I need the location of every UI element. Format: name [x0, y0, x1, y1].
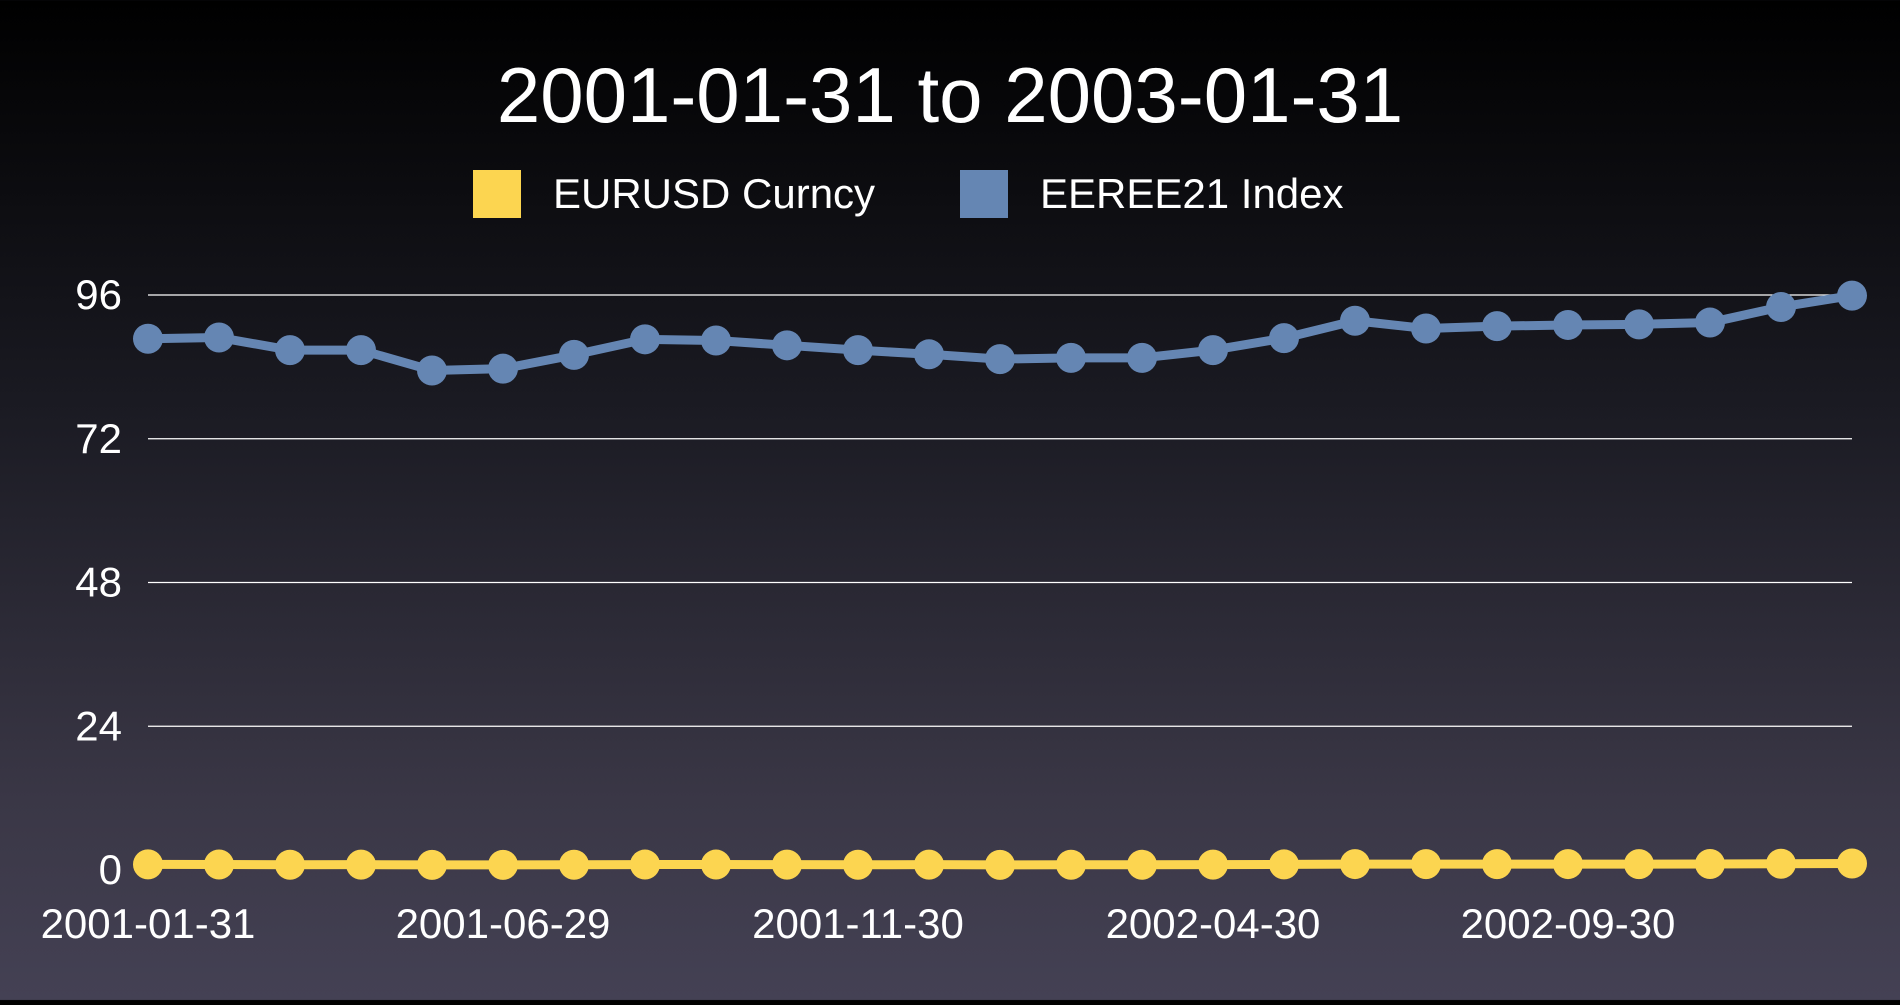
data-point: [630, 849, 660, 880]
data-point: [488, 849, 518, 880]
data-point: [1766, 291, 1796, 322]
data-point: [630, 324, 660, 355]
data-point: [1411, 313, 1441, 344]
data-point: [1553, 309, 1583, 340]
legend-label: EURUSD Curncy: [553, 170, 875, 217]
y-tick-label: 0: [99, 846, 122, 893]
series-layer: [133, 280, 1867, 880]
data-point: [1482, 849, 1512, 880]
legend-swatch: [473, 170, 521, 218]
chart-title: 2001-01-31 to 2003-01-31: [497, 51, 1403, 139]
data-point: [701, 325, 731, 356]
y-tick-label: 24: [75, 702, 122, 749]
data-point: [985, 849, 1015, 880]
series-group: [133, 848, 1867, 880]
data-point: [417, 849, 447, 880]
data-point: [1056, 849, 1086, 880]
data-point: [133, 323, 163, 354]
data-point: [985, 344, 1015, 375]
legend-label: EEREE21 Index: [1040, 170, 1344, 217]
data-point: [204, 322, 234, 353]
data-point: [1198, 335, 1228, 366]
data-point: [1340, 849, 1370, 880]
data-point: [1766, 848, 1796, 879]
data-point: [488, 353, 518, 384]
gridlines: [148, 294, 1852, 727]
y-tick-label: 96: [75, 271, 122, 318]
x-tick-label: 2002-09-30: [1461, 900, 1676, 947]
data-point: [1837, 280, 1867, 311]
data-point: [1269, 849, 1299, 880]
legend-swatch: [960, 170, 1008, 218]
data-point: [275, 849, 305, 880]
data-point: [275, 335, 305, 366]
x-tick-label: 2002-04-30: [1106, 900, 1321, 947]
x-tick-label: 2001-11-30: [752, 900, 964, 947]
data-point: [701, 849, 731, 880]
y-axis: 0 24 48 72 96: [75, 271, 122, 893]
data-point: [914, 849, 944, 880]
data-point: [417, 355, 447, 386]
data-point: [772, 330, 802, 361]
data-point: [1056, 342, 1086, 373]
data-point: [1411, 849, 1441, 880]
data-point: [843, 849, 873, 880]
data-point: [133, 849, 163, 880]
data-point: [559, 849, 589, 880]
data-point: [1127, 342, 1157, 373]
legend: EURUSD Curncy EEREE21 Index: [473, 170, 1344, 218]
data-point: [1340, 305, 1370, 336]
data-point: [1553, 849, 1583, 880]
data-point: [772, 849, 802, 880]
x-axis: 2001-01-31 2001-06-29 2001-11-30 2002-04-30…: [41, 900, 1676, 947]
x-tick-label: 2001-06-29: [396, 900, 611, 947]
data-point: [1695, 307, 1725, 338]
data-point: [559, 339, 589, 370]
data-point: [204, 849, 234, 880]
series-group: [133, 280, 1867, 386]
data-point: [1269, 323, 1299, 354]
data-point: [1198, 849, 1228, 880]
data-point: [1127, 849, 1157, 880]
data-point: [1624, 849, 1654, 880]
y-tick-label: 72: [75, 415, 122, 462]
data-point: [914, 339, 944, 370]
data-point: [346, 849, 376, 880]
data-point: [1837, 848, 1867, 879]
data-point: [1482, 311, 1512, 342]
data-point: [346, 335, 376, 366]
y-tick-label: 48: [75, 559, 122, 606]
data-point: [1695, 849, 1725, 880]
data-point: [843, 335, 873, 366]
x-tick-label: 2001-01-31: [41, 900, 256, 947]
data-point: [1624, 309, 1654, 340]
